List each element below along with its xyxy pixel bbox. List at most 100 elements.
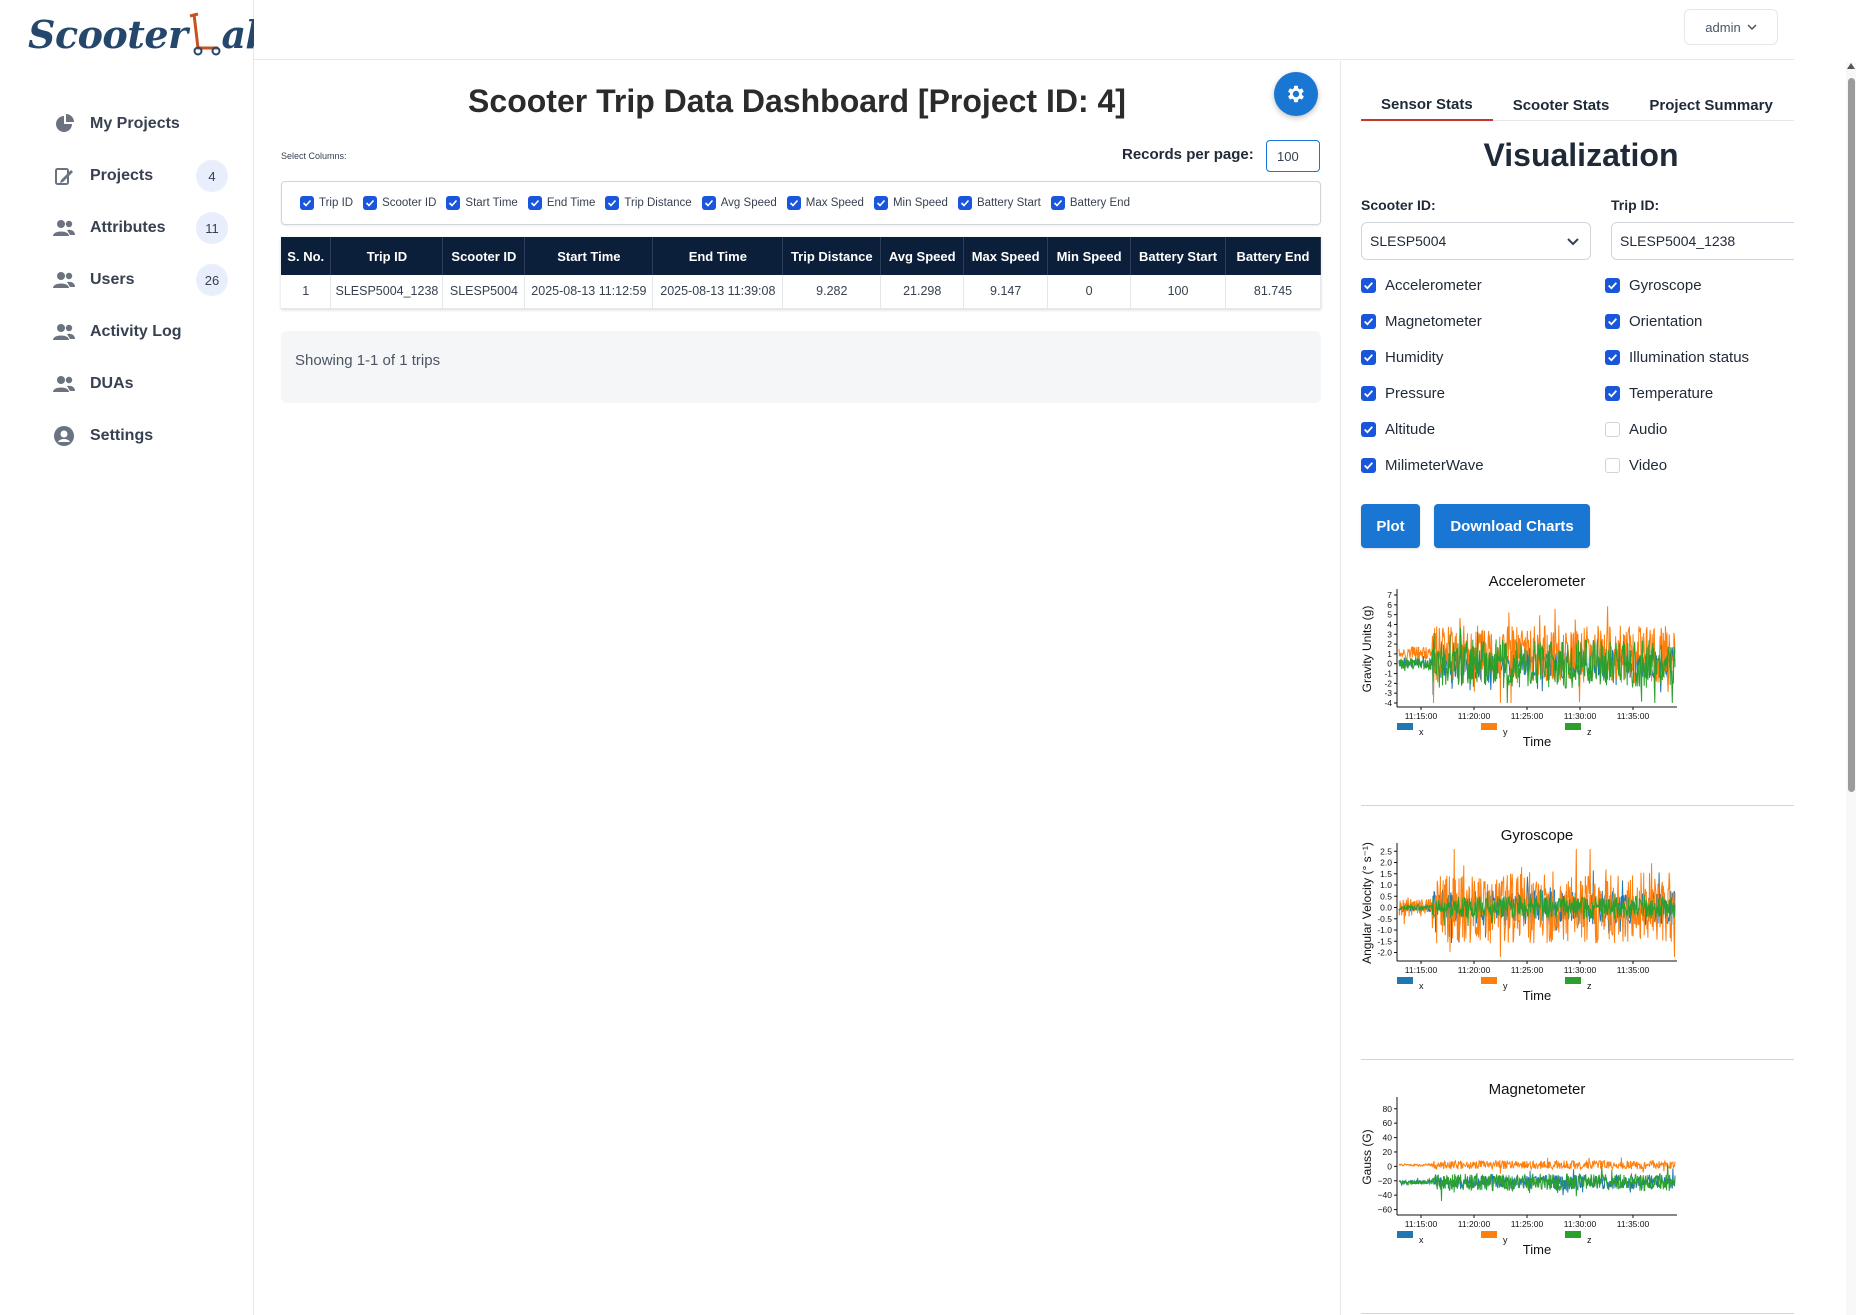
column-checkbox-battery-end[interactable]: Battery End	[1050, 196, 1130, 210]
table-header[interactable]: End Time	[652, 237, 784, 275]
gear-icon	[1288, 85, 1304, 103]
table-header[interactable]: S. No.	[281, 237, 332, 275]
column-checkbox-label: Start Time	[465, 197, 518, 209]
y-tick-label: -1	[1384, 669, 1392, 679]
legend-label-y: y	[1503, 1235, 1508, 1245]
trips-table: S. No. Trip ID Scooter ID Start Time End…	[281, 237, 1322, 309]
sidebar-item-projects[interactable]: Projects 4	[0, 150, 254, 202]
table-header[interactable]: Max Speed	[963, 237, 1049, 275]
column-checkbox-scooter-id[interactable]: Scooter ID	[363, 196, 436, 210]
count-badge: 26	[196, 264, 228, 296]
count-badge: 11	[196, 212, 228, 244]
sensor-checkbox-humidity[interactable]: Humidity	[1361, 349, 1443, 366]
sensor-checkbox-altitude[interactable]: Altitude	[1361, 421, 1435, 438]
sensor-checkbox-gyroscope[interactable]: Gyroscope	[1605, 277, 1702, 294]
checkbox-checked-icon	[1361, 314, 1376, 329]
sidebar-item-my-projects[interactable]: My Projects	[0, 98, 254, 150]
sensor-checkbox-accelerometer[interactable]: Accelerometer	[1361, 277, 1482, 294]
y-tick-label: 2.5	[1380, 846, 1392, 856]
sensor-panel: Sensor Stats Scooter Stats Project Summa…	[1340, 61, 1794, 1315]
column-checkbox-start-time[interactable]: Start Time	[446, 196, 518, 210]
x-tick-label: 11:20:00	[1458, 1219, 1491, 1229]
count-badge: 4	[196, 160, 228, 192]
y-axis-label: Angular Velocity (° s⁻¹)	[1360, 842, 1374, 964]
users-icon	[52, 372, 76, 396]
checkbox-checked-icon	[786, 196, 801, 210]
sidebar-item-activity-log[interactable]: Activity Log	[0, 306, 254, 358]
table-cell: 9.147	[963, 275, 1049, 309]
column-checkbox-end-time[interactable]: End Time	[527, 196, 595, 210]
x-tick-label: 11:35:00	[1617, 1219, 1650, 1229]
edit-document-icon	[52, 164, 76, 188]
trip-id-select[interactable]: SLESP5004_1238	[1611, 222, 1794, 260]
table-header[interactable]: Scooter ID	[442, 237, 526, 275]
table-row[interactable]: 1 SLESP5004_1238 SLESP5004 2025-08-13 11…	[281, 275, 1322, 309]
column-checkbox-max-speed[interactable]: Max Speed	[786, 196, 864, 210]
x-tick-label: 11:35:00	[1617, 965, 1650, 975]
tab-project-summary[interactable]: Project Summary	[1649, 96, 1773, 114]
sensor-checkbox-magnetometer[interactable]: Magnetometer	[1361, 313, 1482, 330]
y-tick-label: 4	[1387, 619, 1392, 629]
chevron-down-icon	[1747, 24, 1757, 31]
sidebar-nav: My Projects Projects 4 Attributes 11	[0, 98, 254, 462]
column-checkbox-min-speed[interactable]: Min Speed	[873, 196, 948, 210]
sensor-checkbox-orientation[interactable]: Orientation	[1605, 313, 1702, 330]
pie-chart-icon	[52, 112, 76, 136]
sidebar-item-duas[interactable]: DUAs	[0, 358, 254, 410]
column-checkbox-label: Battery End	[1069, 197, 1130, 209]
user-circle-icon	[52, 424, 76, 448]
divider	[1361, 805, 1794, 806]
checkbox-checked-icon	[1361, 278, 1376, 293]
sidebar-item-users[interactable]: Users 26	[0, 254, 254, 306]
legend-swatch-x	[1397, 1231, 1413, 1238]
y-tick-label: -1.0	[1377, 925, 1392, 935]
legend-label-z: z	[1587, 727, 1592, 737]
table-header[interactable]: Start Time	[524, 237, 654, 275]
table-header[interactable]: Avg Speed	[880, 237, 965, 275]
x-tick-label: 11:15:00	[1405, 1219, 1438, 1229]
sensor-checkbox-illumination-status[interactable]: Illumination status	[1605, 349, 1749, 366]
chevron-down-icon	[1567, 238, 1579, 246]
tab-scooter-stats[interactable]: Scooter Stats	[1512, 96, 1610, 114]
column-checkbox-trip-distance[interactable]: Trip Distance	[605, 196, 692, 210]
column-checkbox-label: Max Speed	[805, 197, 864, 209]
logo-text-left: Scooter	[28, 11, 188, 57]
table-header[interactable]: Battery Start	[1130, 237, 1226, 275]
settings-button[interactable]	[1274, 72, 1318, 116]
column-checkbox-label: Avg Speed	[720, 197, 777, 209]
sidebar-item-attributes[interactable]: Attributes 11	[0, 202, 254, 254]
plot-button[interactable]: Plot	[1361, 504, 1420, 548]
table-header[interactable]: Min Speed	[1047, 237, 1132, 275]
checkbox-checked-icon	[446, 196, 461, 210]
sensor-checkbox-video[interactable]: Video	[1605, 457, 1667, 474]
tab-sensor-stats[interactable]: Sensor Stats	[1361, 89, 1493, 121]
x-tick-label: 11:30:00	[1564, 1219, 1597, 1229]
table-header[interactable]: Trip ID	[330, 237, 444, 275]
sensor-checkbox-temperature[interactable]: Temperature	[1605, 385, 1713, 402]
column-checkbox-trip-id[interactable]: Trip ID	[300, 196, 353, 210]
column-checkbox-battery-start[interactable]: Battery Start	[957, 196, 1041, 210]
y-tick-label: 20	[1383, 1147, 1393, 1157]
column-checkbox-label: Trip Distance	[624, 197, 692, 209]
scroll-up-arrow-icon[interactable]	[1847, 63, 1855, 69]
scooter-id-select[interactable]: SLESP5004	[1361, 222, 1591, 260]
logo[interactable]: Scooter ab	[28, 6, 272, 62]
series-line-y	[1398, 1157, 1676, 1174]
table-header[interactable]: Battery End	[1225, 237, 1322, 275]
sidebar-item-settings[interactable]: Settings	[0, 410, 254, 462]
table-header[interactable]: Trip Distance	[782, 237, 882, 275]
download-charts-button[interactable]: Download Charts	[1434, 504, 1590, 548]
trip-id-value: SLESP5004_1238	[1620, 233, 1736, 249]
column-checkbox-avg-speed[interactable]: Avg Speed	[701, 196, 777, 210]
table-cell: 81.745	[1225, 275, 1322, 309]
records-per-page-input[interactable]	[1266, 140, 1320, 172]
user-menu-button[interactable]: admin	[1684, 9, 1778, 45]
scrollbar-thumb[interactable]	[1848, 78, 1855, 792]
sensor-checkbox-pressure[interactable]: Pressure	[1361, 385, 1445, 402]
sensor-checkbox-audio[interactable]: Audio	[1605, 421, 1667, 438]
sidebar-item-label: DUAs	[90, 375, 134, 392]
y-tick-label: 5	[1387, 610, 1392, 620]
chart-title: Gyroscope	[1501, 827, 1574, 844]
sensor-checkbox-milimeterwave[interactable]: MilimeterWave	[1361, 457, 1484, 474]
